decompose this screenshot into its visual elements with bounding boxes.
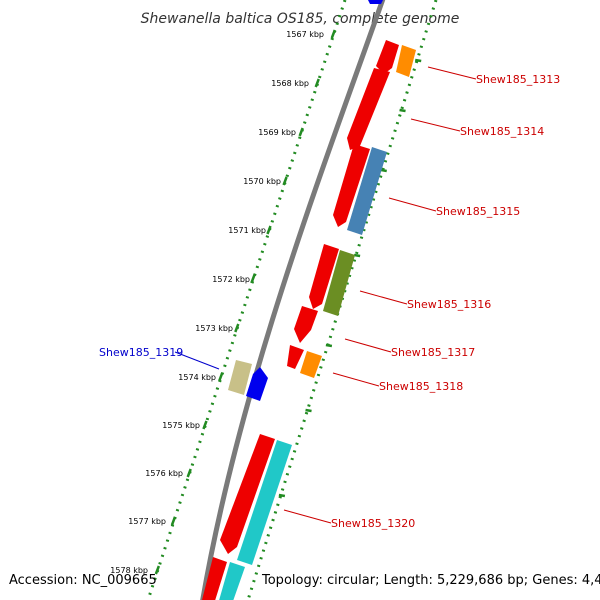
- cds-arrow-top: [368, 0, 383, 4]
- tick-label: 1567 kbp: [286, 30, 324, 39]
- gene-label[interactable]: Shew185_1313: [476, 73, 560, 86]
- cds-arrow-1319: [246, 367, 268, 401]
- ruler-tick: [202, 420, 208, 430]
- ruler-tick: [314, 78, 320, 88]
- tick-label: 1569 kbp: [258, 128, 296, 137]
- leader-line: [427, 66, 477, 80]
- gene-label[interactable]: Shew185_1316: [407, 298, 491, 311]
- gene-label[interactable]: Shew185_1317: [391, 346, 475, 359]
- gene-arrow-1315: [347, 147, 387, 235]
- ruler-tick: [380, 168, 387, 173]
- ruler-tick: [330, 29, 337, 39]
- gene-arrow-bottom: [219, 562, 245, 600]
- leader-line: [344, 338, 392, 353]
- tick-label: 1577 kbp: [128, 517, 166, 526]
- tick-label: 1570 kbp: [243, 177, 281, 186]
- leader-line: [283, 509, 332, 524]
- ruler-tick: [154, 565, 161, 575]
- tick-label: 1571 kbp: [228, 226, 266, 235]
- leader-line: [388, 197, 437, 212]
- summary-text: Topology: circular; Length: 5,229,686 bp…: [262, 573, 600, 588]
- cds-arrow-1312: [376, 40, 399, 74]
- tick-label: 1578 kbp: [110, 566, 148, 575]
- accession-text: Accession: NC_009665: [9, 573, 157, 588]
- cds-arrow-1314: [347, 68, 390, 150]
- gene-label[interactable]: Shew185_1314: [460, 125, 544, 138]
- ruler-tick: [353, 253, 361, 258]
- cds-arrow-1318a: [287, 345, 304, 369]
- tick-label: 1568 kbp: [271, 79, 309, 88]
- map-title: Shewanella baltica OS185, complete genom…: [141, 11, 460, 27]
- cds-arrow-1320: [220, 434, 275, 554]
- ruler-tick: [305, 408, 312, 413]
- ruler-tick-labels: 1567 kbp 1568 kbp 1569 kbp 1570 kbp 1571…: [110, 30, 324, 575]
- ruler-tick: [399, 108, 406, 113]
- tick-label: 1575 kbp: [162, 421, 200, 430]
- gene-arrow-1318: [300, 351, 322, 378]
- cds-arrow-bottom: [202, 557, 227, 600]
- gene-label[interactable]: Shew185_1320: [331, 517, 415, 530]
- tick-label: 1572 kbp: [212, 275, 250, 284]
- outer-ruler: [246, 0, 438, 600]
- leader-line: [174, 351, 220, 370]
- leader-line: [332, 372, 380, 387]
- ruler-dotted-lines: [146, 0, 438, 600]
- gene-arrow-1319: [228, 360, 252, 395]
- ruler-tick: [170, 516, 177, 526]
- tick-label: 1573 kbp: [195, 324, 233, 333]
- leader-line: [359, 290, 408, 305]
- gene-arrow-1316: [323, 250, 355, 316]
- leader-line: [410, 118, 461, 132]
- ruler-tick: [278, 493, 286, 498]
- genome-backbone: [200, 0, 386, 600]
- ruler-tick: [266, 225, 272, 235]
- tick-label: 1576 kbp: [145, 469, 183, 478]
- cds-arrow-1315a: [333, 144, 370, 227]
- gene-label[interactable]: Shew185_1318: [379, 380, 463, 393]
- cds-arrow-1316a: [309, 244, 339, 309]
- ruler-tick: [186, 468, 192, 478]
- gene-arrow-1313: [396, 45, 416, 77]
- ruler-tick: [234, 323, 240, 333]
- gene-label[interactable]: Shew185_1319: [99, 346, 183, 359]
- ruler-tick: [325, 343, 333, 348]
- inner-ruler: [146, 0, 347, 600]
- tick-label: 1574 kbp: [178, 373, 216, 382]
- cds-arrow-1317: [294, 306, 318, 343]
- ruler-tick: [250, 274, 256, 284]
- ruler-tick: [282, 176, 288, 186]
- ruler-tick: [298, 127, 304, 137]
- gene-label[interactable]: Shew185_1315: [436, 205, 520, 218]
- ruler-tick: [218, 372, 224, 382]
- ruler-tick: [414, 58, 422, 63]
- ruler-ticks: [154, 29, 422, 575]
- gene-label-group: Shew185_1313 Shew185_1314 Shew185_1315 S…: [99, 66, 560, 530]
- gene-arrow-1320: [237, 440, 292, 565]
